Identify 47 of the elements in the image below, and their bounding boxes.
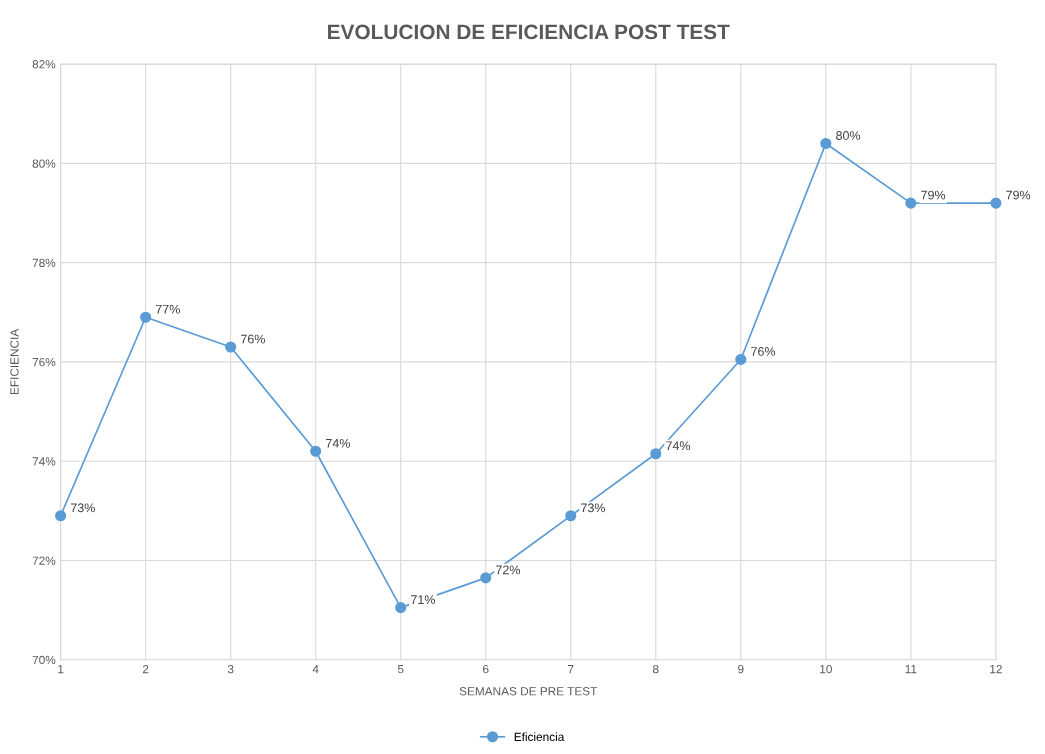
data-label: 79%: [1006, 190, 1031, 200]
x-tick-label: 8: [653, 664, 659, 674]
point: [395, 602, 407, 614]
x-tick-label: 9: [738, 664, 744, 674]
y-tick-label: 74%: [32, 457, 56, 466]
point: [820, 137, 832, 150]
y-tick-label: 78%: [32, 258, 56, 268]
y-tick-label: 82%: [32, 60, 56, 69]
point: [735, 353, 747, 365]
data-label: 80%: [836, 131, 861, 140]
data-label: 73%: [581, 503, 606, 513]
data-label: 73%: [70, 503, 95, 513]
data-label: 76%: [241, 334, 265, 344]
y-tick-label: 76%: [32, 357, 56, 367]
legend-label: Eficiencia: [514, 732, 565, 742]
y-tick-label: 72%: [32, 556, 56, 565]
point: [650, 448, 662, 460]
data-label: 74%: [326, 438, 350, 448]
data-label: 76%: [751, 347, 776, 356]
x-tick-label: 7: [568, 665, 574, 674]
point: [990, 197, 1002, 209]
x-tick-label: 2: [142, 664, 149, 674]
x-tick-label: 3: [227, 664, 234, 674]
point: [310, 445, 322, 457]
data-label: 77%: [156, 304, 180, 314]
data-label: 74%: [666, 441, 691, 451]
x-tick-label: 11: [905, 665, 917, 674]
data-label: 79%: [921, 190, 946, 200]
point: [140, 311, 152, 323]
x-tick-label: 6: [483, 664, 489, 674]
x-tick-label: 5: [397, 665, 404, 674]
data-label: 71%: [411, 595, 436, 604]
chart-title: EVOLUCION DE EFICIENCIA POST TEST: [328, 24, 730, 40]
y-axis-title: EFICIENCIA: [10, 328, 19, 395]
point: [565, 510, 577, 522]
y-tick-label: 70%: [32, 655, 56, 665]
x-tick-label: 4: [312, 665, 319, 674]
point: [55, 510, 67, 522]
data-label: 72%: [496, 565, 521, 575]
x-tick-label: 1: [58, 665, 64, 674]
x-tick-label: 10: [820, 664, 832, 674]
point: [225, 341, 237, 353]
x-axis-title: SEMANAS DE PRE TEST: [459, 687, 598, 696]
point: [905, 197, 917, 209]
x-tick-label: 12: [990, 664, 1002, 674]
y-tick-label: 80%: [32, 159, 56, 168]
point: [480, 572, 492, 584]
